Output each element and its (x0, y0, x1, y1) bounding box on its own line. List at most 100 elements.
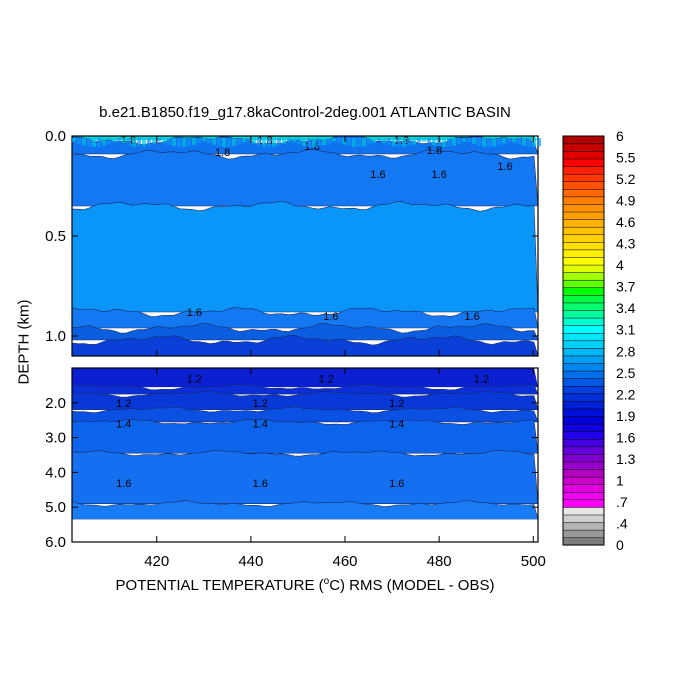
upper-frame (71, 135, 539, 357)
upper-contour-label: 1.6 (464, 311, 479, 323)
surface-noise-cell (277, 138, 281, 146)
colorbar-swatch (562, 219, 605, 228)
colorbar-swatch (562, 234, 605, 243)
surface-noise-cell (367, 138, 371, 145)
upper-ytick-label: 0.5 (45, 228, 66, 245)
surface-noise-cell (327, 138, 331, 144)
surface-noise-cell (512, 138, 516, 143)
surface-noise-cell (172, 138, 176, 147)
surface-noise-cell (437, 138, 441, 147)
colorbar-swatch (562, 287, 605, 296)
lower-ytick-label: 6.0 (45, 534, 66, 551)
surface-noise-cell (237, 138, 241, 145)
lower-ytick-label: 5.0 (45, 499, 66, 516)
surface-noise-cell (232, 138, 236, 146)
colorbar-swatch (562, 166, 605, 175)
surface-noise-cell (257, 138, 261, 146)
x-axis-label: POTENTIAL TEMPERATURE (oC) RMS (MODEL - … (115, 576, 495, 594)
lower-contour-label: 1.6 (389, 478, 404, 490)
colorbar-swatch (562, 256, 605, 266)
surface-noise-cell (182, 138, 186, 147)
surface-noise-cell (307, 138, 311, 147)
colorbar-swatch (562, 347, 605, 357)
lower-contour-band (72, 500, 538, 520)
colorbar-swatch (562, 188, 605, 198)
colorbar-swatch (562, 135, 605, 145)
surface-noise-cell (482, 138, 486, 147)
colorbar-swatch (562, 491, 605, 501)
colorbar-swatch (562, 385, 605, 395)
surface-noise-cell (167, 138, 171, 145)
surface-noise-cell (537, 138, 541, 147)
colorbar-swatch (562, 241, 605, 251)
surface-noise-cell (142, 138, 146, 147)
surface-noise-cell (442, 138, 446, 147)
surface-noise-cell (352, 138, 356, 147)
surface-noise-cell (372, 138, 376, 144)
upper-contour-label: 1.6 (323, 311, 338, 323)
surface-noise-cell (122, 138, 126, 145)
lower-contour-label: 1.2 (389, 398, 404, 410)
surface-noise-cell (312, 138, 316, 147)
colorbar-label: 5.2 (616, 171, 636, 187)
upper-contour-label: 1.8 (394, 135, 409, 147)
colorbar: 6 5.5 5.2 4.9 4.6 4.3 4 3.7 3.4 3.1 2.8 2.5 2.2 1.9 1.… (562, 128, 636, 553)
upper-contour-label: 1.6 (187, 307, 202, 319)
surface-noise-cell (322, 138, 326, 146)
colorbar-swatch (562, 309, 605, 319)
xtick-label: 500 (521, 553, 546, 570)
colorbar-swatch (562, 317, 605, 326)
upper-contour-band (72, 148, 538, 207)
colorbar-label: 1 (616, 472, 624, 488)
colorbar-swatch (562, 537, 605, 546)
upper-contour-label: 1.8 (427, 145, 442, 157)
surface-noise-cell (412, 138, 416, 145)
surface-noise-cell (197, 138, 201, 143)
surface-noise-cell (527, 138, 531, 147)
surface-noise-cell (297, 138, 301, 145)
surface-noise-cell (292, 138, 296, 143)
surface-noise-cell (92, 138, 96, 147)
upper-contour-band (72, 200, 538, 313)
surface-noise-cell (267, 138, 271, 147)
lower-contour-label: 1.6 (116, 478, 131, 490)
surface-noise-cell (522, 138, 526, 146)
colorbar-swatch (562, 506, 605, 516)
surface-noise-cell (262, 138, 266, 147)
colorbar-label: 4.6 (616, 214, 636, 230)
surface-noise-cell (227, 138, 231, 147)
colorbar-swatch (562, 355, 605, 364)
colorbar-swatch (562, 393, 605, 402)
colorbar-label: 2.2 (616, 386, 636, 402)
surface-noise-cell (82, 138, 86, 146)
colorbar-swatch (562, 272, 605, 281)
upper-contour-label: 1.6 (497, 161, 512, 173)
surface-noise-cell (177, 138, 181, 147)
colorbar-swatch (562, 203, 605, 213)
surface-noise-cell (87, 138, 91, 147)
lower-contour-label: 1.6 (253, 478, 268, 490)
surface-noise-cell (397, 138, 401, 147)
colorbar-label: 1.6 (616, 429, 636, 445)
surface-noise-cell (502, 138, 506, 144)
surface-noise-cell (147, 138, 151, 146)
colorbar-swatch (562, 302, 605, 311)
lower-contour-label: 1.4 (116, 419, 131, 431)
colorbar-swatch (562, 325, 605, 334)
surface-noise-cell (332, 138, 336, 142)
colorbar-swatch (562, 446, 605, 455)
lower-contour-label: 1.4 (253, 419, 268, 431)
colorbar-label: 5.5 (616, 150, 636, 166)
colorbar-swatch (562, 226, 605, 236)
colorbar-swatch (562, 529, 605, 538)
surface-noise-cell (382, 138, 386, 144)
surface-noise-cell (127, 138, 131, 146)
xtick-label: 420 (144, 553, 169, 570)
surface-noise-cell (387, 138, 391, 145)
colorbar-swatch (562, 514, 605, 523)
surface-noise-cell (157, 138, 161, 142)
colorbar-label: 4 (616, 257, 624, 273)
surface-noise-cell (337, 138, 341, 143)
